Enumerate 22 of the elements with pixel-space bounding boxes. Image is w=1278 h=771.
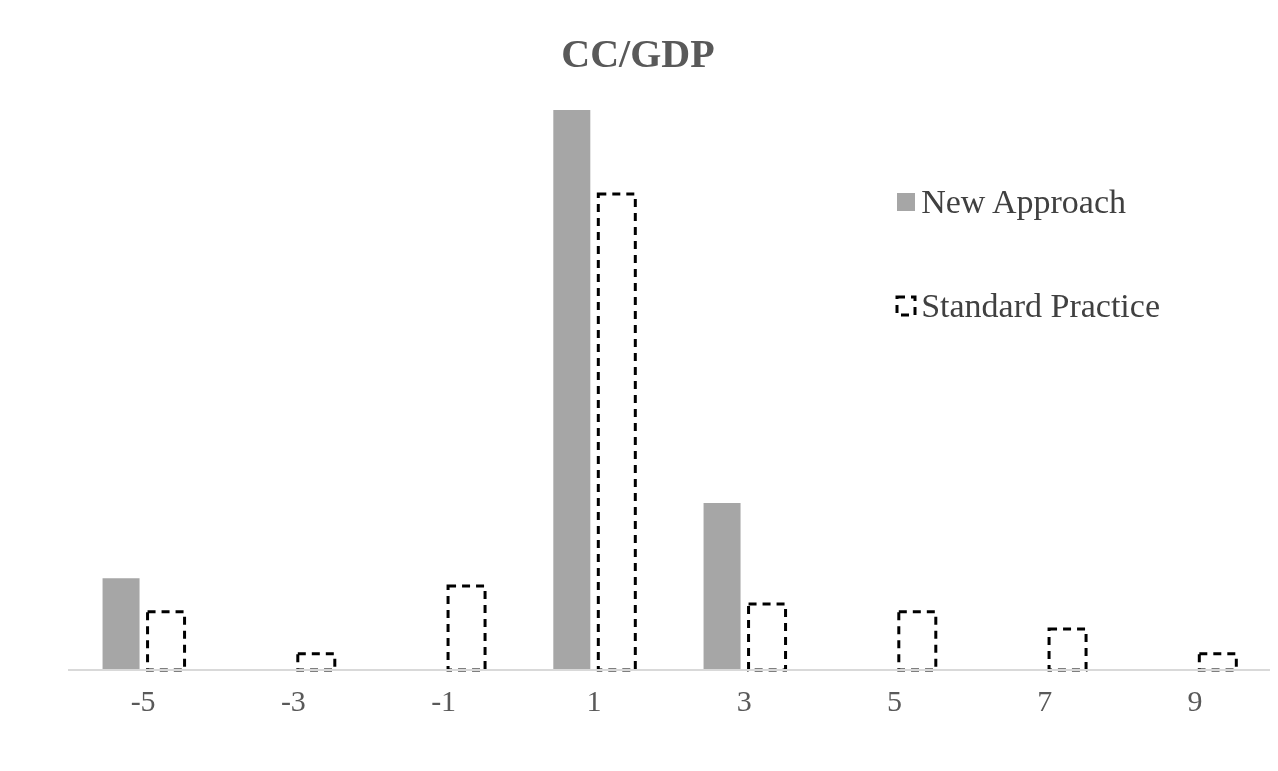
bar [102,578,140,670]
legend-label: New Approach [921,182,1127,222]
x-tick-label: -5 [130,684,156,718]
bar [446,584,487,672]
x-tick-label: -3 [280,684,306,718]
x-tick-label: -1 [431,684,457,718]
bar [553,110,591,670]
bar [146,610,187,672]
bar [897,610,938,672]
bar [703,503,741,670]
x-tick-label: 7 [1037,684,1053,718]
x-tick-label: 3 [736,684,752,718]
bar [296,652,337,672]
x-tick-label: 5 [886,684,902,718]
bar [747,602,788,672]
chart-title: CC/GDP [560,30,716,78]
legend-label: Standard Practice [921,286,1160,326]
x-tick-label: 1 [586,684,602,718]
x-tick-label: 9 [1187,684,1203,718]
bar [596,192,637,672]
bar [1047,627,1088,672]
bar [1197,652,1238,672]
